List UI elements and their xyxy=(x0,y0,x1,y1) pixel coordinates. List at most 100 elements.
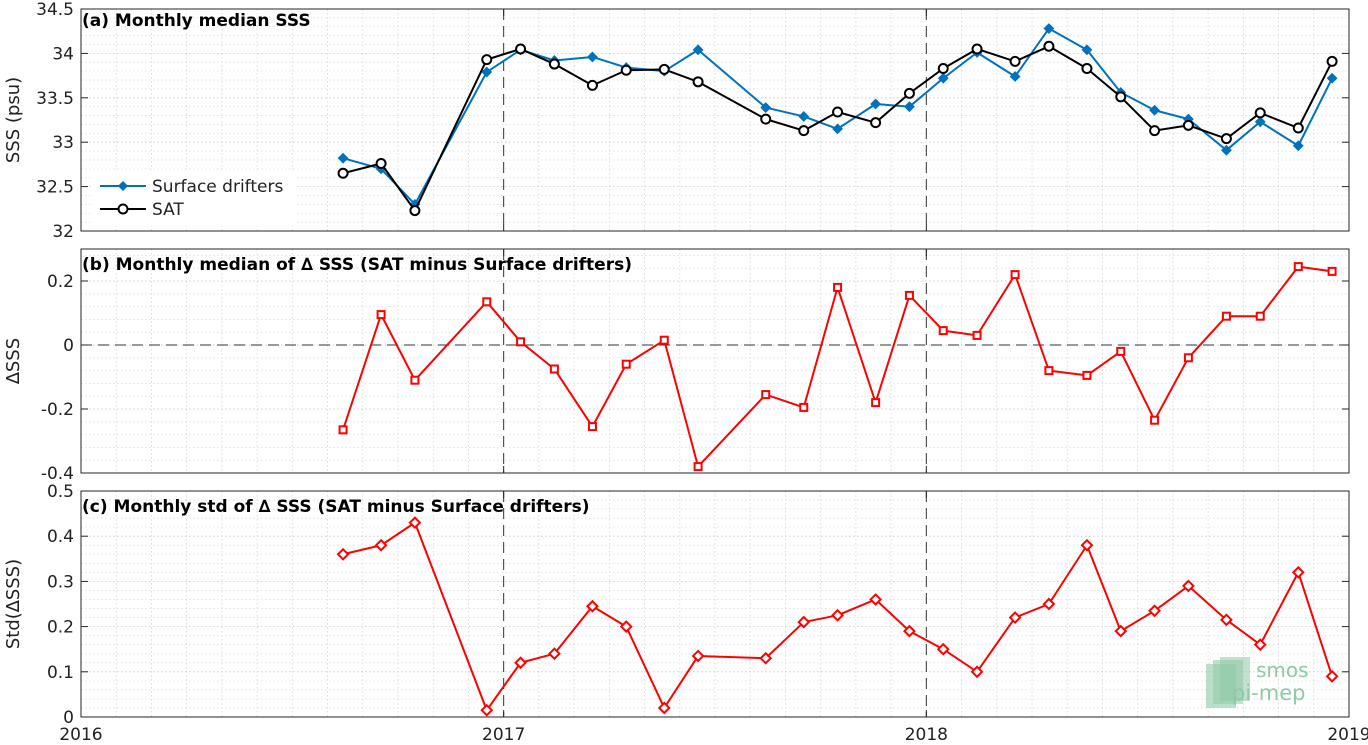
panel-c-series-0-point xyxy=(1080,538,1094,552)
panel-c-ytick-label: 0.5 xyxy=(47,482,74,502)
panel-b: -0.4 -0.2 0 0.2 (b) Monthly median of ∆ SSS… xyxy=(3,248,1350,484)
panel-b-series-0-point xyxy=(482,297,492,307)
panel-a-series-1-point xyxy=(832,106,844,118)
panel-a-series-0-point xyxy=(1326,72,1338,84)
panel-c-series-0-point xyxy=(831,608,844,622)
panel-a-ytick-label: 33.5 xyxy=(36,89,74,109)
panel-b-series-0-point xyxy=(1183,353,1193,363)
legend-marker-drifters xyxy=(117,180,129,192)
panel-b-title: (b) Monthly median of ∆ SSS (SAT minus S… xyxy=(82,255,632,275)
panel-a: 32 32.5 33 33.5 34 34.5 (a) Monthly median SS… xyxy=(3,0,1350,242)
panel-a-series-0-point xyxy=(1043,23,1055,34)
panel-a-ytick-label: 32.5 xyxy=(36,178,74,198)
legend-box xyxy=(92,170,297,226)
panel-c-series-0-point xyxy=(1181,579,1195,593)
panel-b-series-0-point xyxy=(972,330,982,340)
panel-a-series-0-point xyxy=(1221,144,1232,156)
panel-a-series-1-point xyxy=(1115,91,1127,103)
x-tick-labels: 2016 2017 2018 2019 xyxy=(59,725,1368,745)
panel-a-series-0-point xyxy=(904,101,915,113)
panel-a-series-1-point xyxy=(971,43,983,55)
panel-c-series-0-point xyxy=(1008,611,1022,624)
panel-b-series-0-point xyxy=(1044,366,1054,376)
panel-c-series-0-point xyxy=(1253,638,1267,652)
panel-b-series-0-point xyxy=(1221,311,1231,321)
panel-c-ytick-label: 0.4 xyxy=(47,527,74,547)
panel-a-series-1-point xyxy=(1043,40,1055,52)
panel-c-series-0-point xyxy=(797,615,811,629)
x-tick-label: 2016 xyxy=(59,725,102,745)
panel-b-ytick-label: -0.4 xyxy=(41,464,74,484)
panel-a-series-1-point xyxy=(1292,122,1304,134)
panel-b-ytick-label: 0.2 xyxy=(47,272,74,292)
panel-a-series-1-point xyxy=(1009,55,1021,67)
panel-a-series-1-point xyxy=(903,87,915,99)
panel-b-series-0-point xyxy=(1293,262,1303,272)
panel-c-title: (c) Monthly std of ∆ SSS (SAT minus Surf… xyxy=(82,497,589,517)
panel-a-axes-box xyxy=(80,8,1350,232)
panel-a-series-0-point xyxy=(798,111,810,122)
panel-c-series-0-point xyxy=(1291,565,1305,579)
panel-c-series-0-point xyxy=(547,647,561,661)
panel-a-ytick-label: 33 xyxy=(52,133,74,153)
panel-c-series-0-point xyxy=(374,538,388,552)
legend-label-sat: SAT xyxy=(152,200,184,220)
panel-c-series-0-point xyxy=(903,624,916,638)
panel-b-series-0-point xyxy=(659,335,669,345)
panel-b-ytick-label: 0 xyxy=(63,336,74,356)
panel-a-series-1-point xyxy=(870,117,882,129)
panel-b-series-0-point xyxy=(1327,266,1337,276)
panel-b-series-0-point xyxy=(904,290,914,300)
panel-a-series-1-point xyxy=(1182,119,1194,131)
panel-b-series-0-point xyxy=(621,359,631,369)
logo-stack-3 xyxy=(1206,664,1236,708)
x-tick-label: 2019 xyxy=(1327,725,1368,745)
panel-b-series-0-point xyxy=(1255,311,1265,321)
panel-b-series-0-point xyxy=(1150,415,1160,425)
panel-a-series-1-point xyxy=(586,79,598,91)
panel-a-series-0-point xyxy=(832,123,843,135)
panel-a-series-0-point xyxy=(692,44,704,56)
panel-a-series-1-point xyxy=(1149,125,1161,137)
legend-label-drifters: Surface drifters xyxy=(152,177,283,197)
panel-c-ytick-label: 0.3 xyxy=(47,572,74,592)
panel-b-series-0-point xyxy=(549,364,559,374)
panel-a-series-1-point xyxy=(798,125,810,137)
panel-c-ytick-label: 0.1 xyxy=(47,663,74,683)
panel-c-series-0-point xyxy=(869,593,883,606)
smos-pimep-logo: smos pi-mep xyxy=(1206,657,1309,708)
panel-a-series-1-point xyxy=(658,63,670,75)
panel-c-series-0-point xyxy=(1042,597,1056,611)
logo-text-pimep: pi-mep xyxy=(1232,681,1305,705)
panel-a-title: (a) Monthly median SSS xyxy=(82,11,311,31)
panel-b-series-0-point xyxy=(338,425,348,435)
panel-b-series-0-point xyxy=(587,422,597,432)
panel-a-series-1-point xyxy=(760,113,772,125)
panel-a-series-1-point xyxy=(481,54,493,66)
panel-b-series-0-point xyxy=(1082,370,1092,380)
panel-c-series-0-point xyxy=(970,665,984,679)
panel-a-series-0-point xyxy=(1081,44,1093,56)
panel-a-series-1-point xyxy=(1081,62,1093,74)
panel-c-series-0-point xyxy=(514,656,527,670)
panel-c-ytick-label: 0 xyxy=(63,708,74,728)
panel-b-series-0-point xyxy=(761,390,771,400)
panel-a-series-1-point xyxy=(409,205,421,217)
panel-a-series-0-point xyxy=(937,72,949,84)
panel-a-series-1-point xyxy=(1254,107,1266,119)
panel-b-series-0-point xyxy=(833,282,843,292)
panel-a-series-1-point xyxy=(692,76,704,88)
panel-c-series-0-point xyxy=(408,516,422,530)
panel-b-ylabel: ∆SSS xyxy=(3,338,24,385)
panel-b-series-0-point xyxy=(799,402,809,412)
panel-c-series-0-point xyxy=(691,649,705,663)
panel-b-ytick-label: -0.2 xyxy=(41,400,74,420)
panel-c-series-0-point xyxy=(759,651,773,665)
panel-a-series-1-point xyxy=(375,158,387,170)
panel-c-axes-box xyxy=(80,490,1350,718)
panel-a-series-0-point xyxy=(760,102,772,113)
panel-c-series-0-point xyxy=(586,599,599,613)
panel-a-series-1-point xyxy=(1220,133,1232,145)
panel-a-series-0-point xyxy=(481,66,493,78)
